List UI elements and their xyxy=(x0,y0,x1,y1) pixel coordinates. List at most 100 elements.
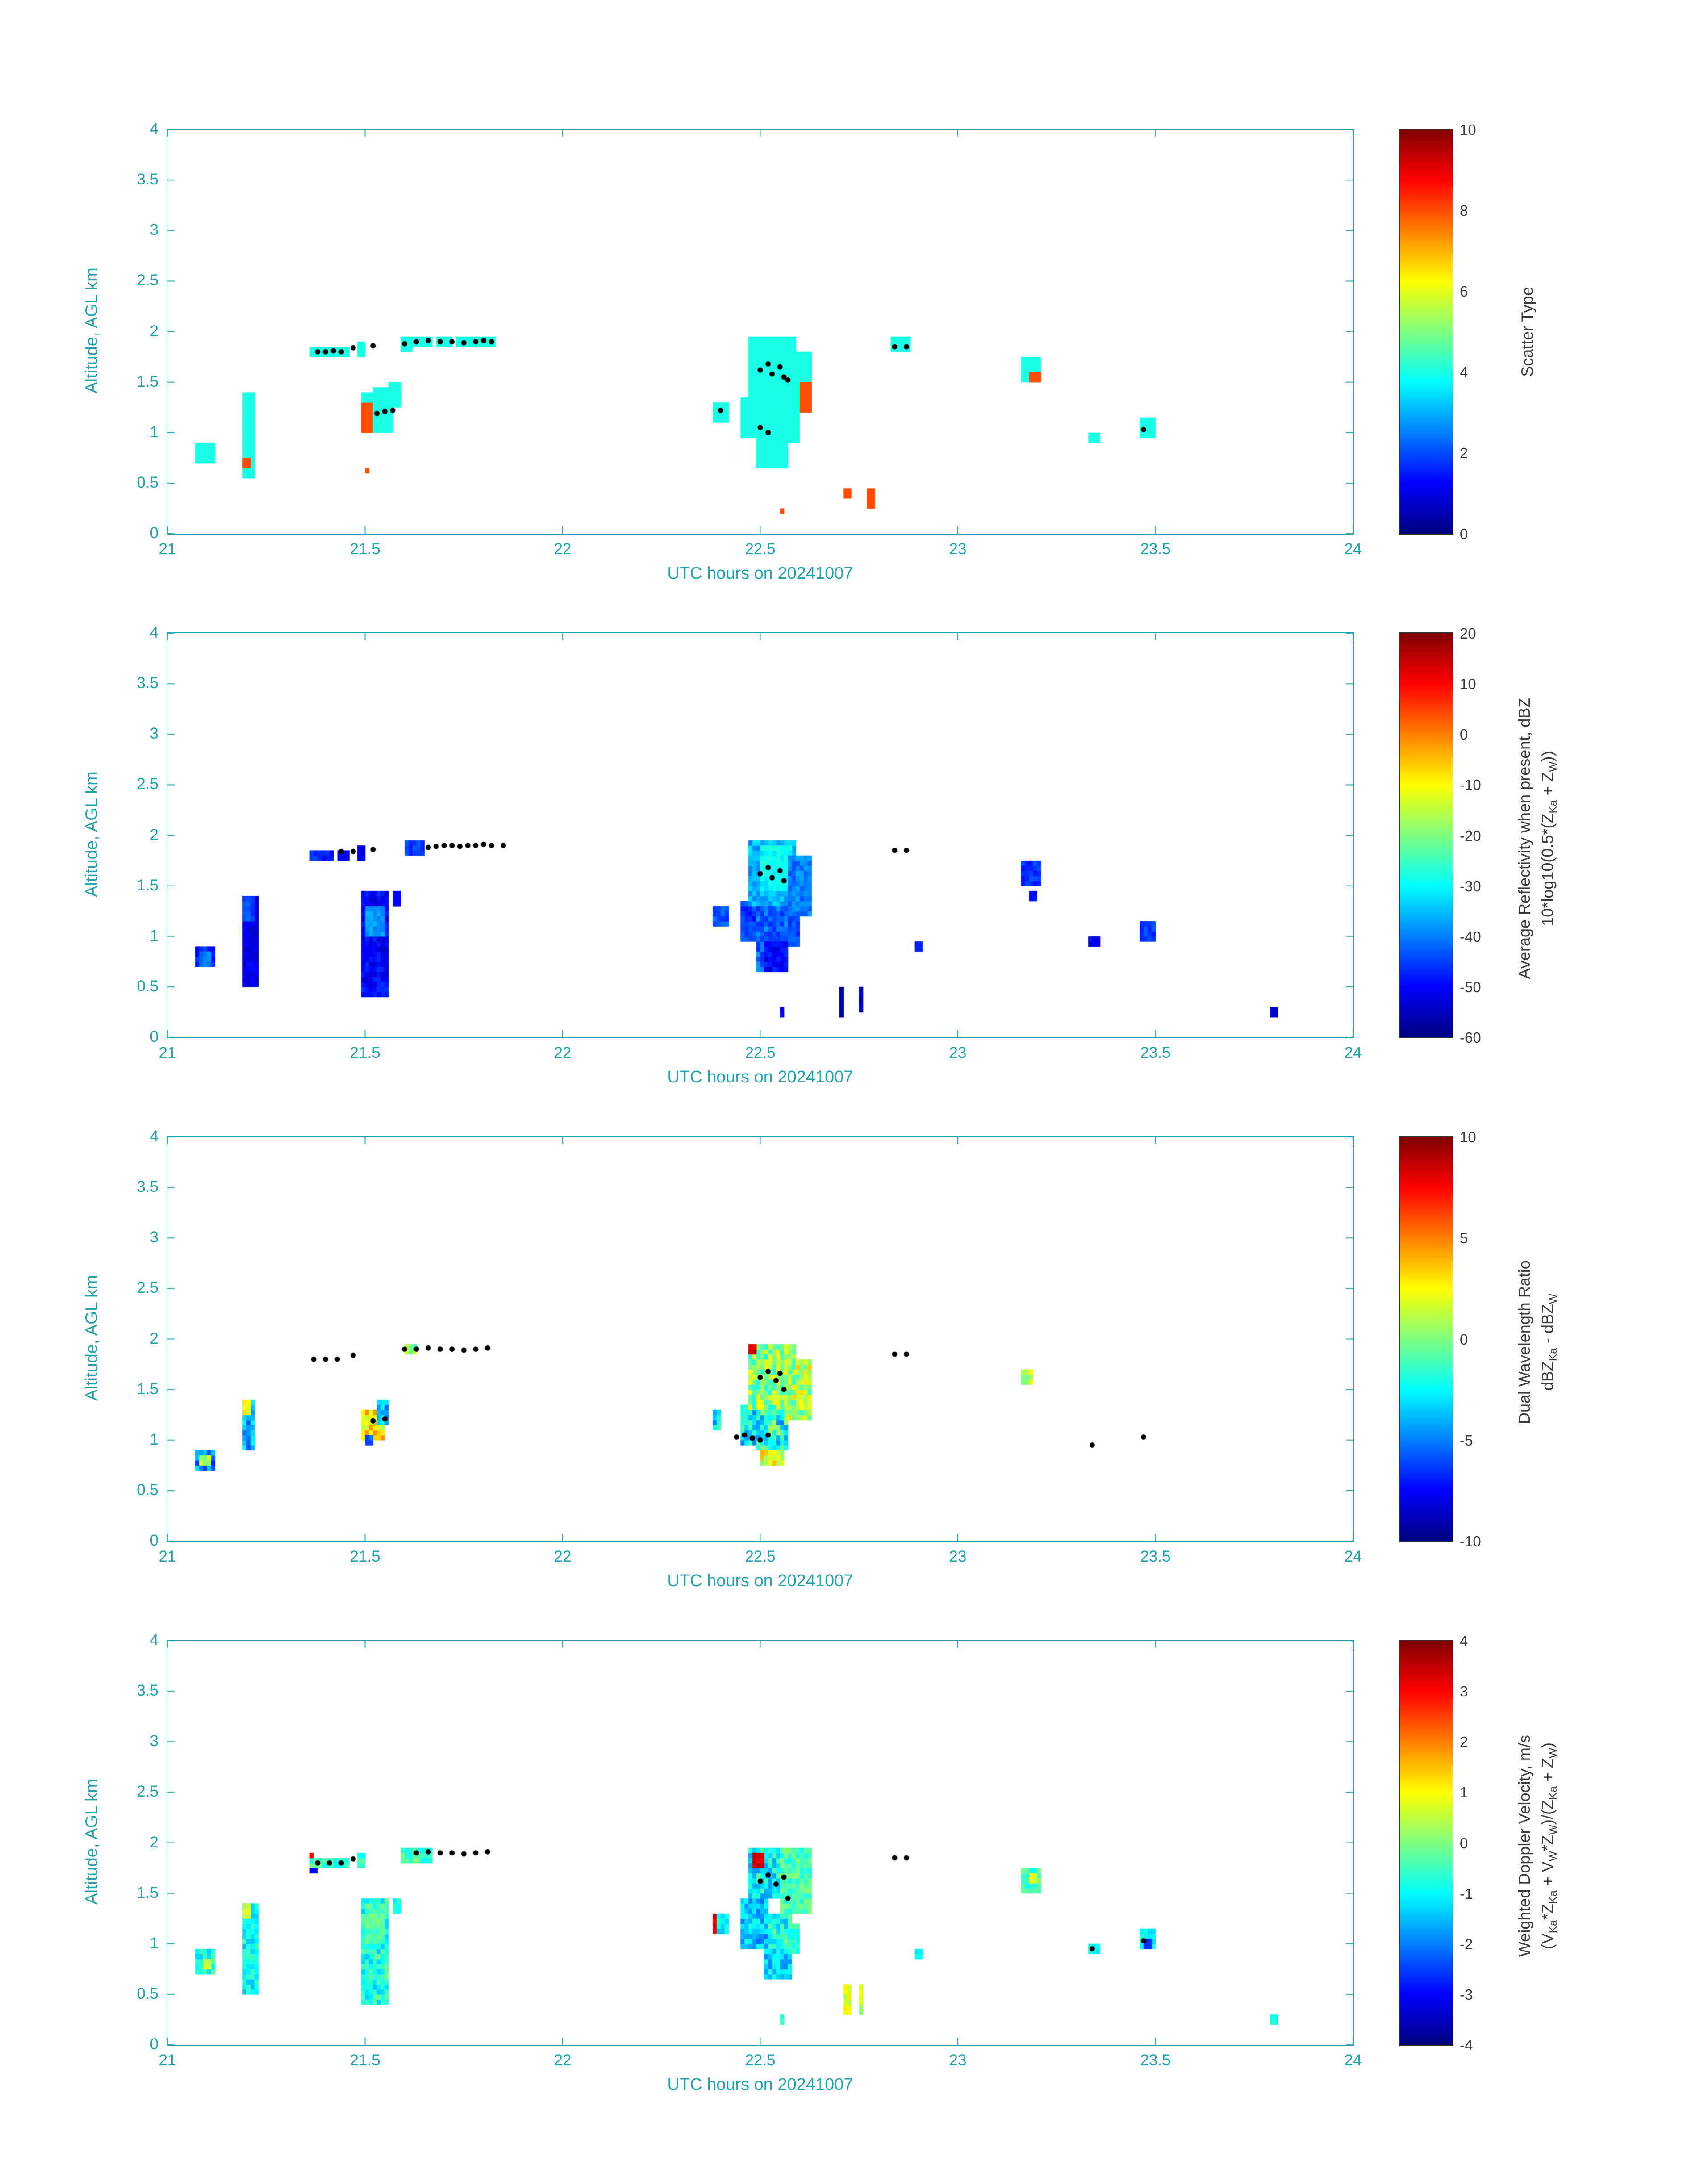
colorbar-tick-label: 0 xyxy=(1460,726,1468,743)
plot-area xyxy=(167,1640,1354,2046)
y-tick-label: 0.5 xyxy=(137,977,159,995)
colorbar-tick-label: 1 xyxy=(1460,1784,1468,1801)
x-tick-label: 23 xyxy=(949,1548,967,1565)
y-tick-label: 3 xyxy=(150,1228,159,1246)
y-tick-label: 0.5 xyxy=(137,1985,159,2002)
plot-area xyxy=(167,1136,1354,1542)
y-tick-label: 1 xyxy=(150,1934,159,1952)
colorbar-title-line: Weighted Doppler Velocity, m/s xyxy=(1515,1734,1533,1957)
colorbar-title: Scatter Type xyxy=(1516,130,1539,534)
y-tick-label: 3.5 xyxy=(137,674,159,692)
x-axis-label: UTC hours on 20241007 xyxy=(667,1068,853,1086)
heatmap-canvas xyxy=(167,130,1353,534)
x-tick-label: 23.5 xyxy=(1140,540,1171,558)
x-tick-label: 23.5 xyxy=(1140,1044,1171,1061)
x-tick-label: 23 xyxy=(949,1044,967,1061)
heatmap-canvas xyxy=(167,1137,1353,1541)
x-tick-label: 22 xyxy=(554,540,572,558)
colorbar-gradient xyxy=(1400,1641,1453,2045)
y-tick-label: 3 xyxy=(150,725,159,743)
y-tick-label: 0 xyxy=(150,524,159,542)
y-tick-label: 2 xyxy=(150,1329,159,1347)
x-tick-label: 22.5 xyxy=(745,1548,776,1565)
x-tick-label: 24 xyxy=(1344,2052,1362,2069)
colorbar-tick-label: -2 xyxy=(1460,1935,1473,1952)
colorbar-tick-label: 10 xyxy=(1460,1129,1476,1145)
y-tick-label: 2.5 xyxy=(137,775,159,793)
x-tick-label: 22.5 xyxy=(745,2052,776,2069)
plot-area xyxy=(167,129,1354,535)
x-tick-label: 23.5 xyxy=(1140,2052,1171,2069)
x-tick-label: 21.5 xyxy=(350,1044,380,1061)
colorbar-tick-label: 0 xyxy=(1460,1834,1468,1851)
x-tick-label: 23 xyxy=(949,540,967,558)
x-axis-label: UTC hours on 20241007 xyxy=(667,564,853,583)
x-tick-label: 22 xyxy=(554,2052,572,2069)
y-tick-label: 1.5 xyxy=(137,1380,159,1398)
x-tick-label: 22 xyxy=(554,1548,572,1565)
y-tick-label: 4 xyxy=(150,624,159,641)
x-tick-label: 23.5 xyxy=(1140,1548,1171,1565)
y-tick-label: 1.5 xyxy=(137,1884,159,1901)
y-tick-label: 0 xyxy=(150,1028,159,1045)
colorbar-tick-label: 0 xyxy=(1460,1331,1468,1348)
colorbar-tick-label: 5 xyxy=(1460,1230,1468,1247)
y-tick-label: 4 xyxy=(150,1128,159,1145)
y-tick-label: 3.5 xyxy=(137,1682,159,1700)
x-axis-label: UTC hours on 20241007 xyxy=(667,2075,853,2094)
colorbar xyxy=(1399,1136,1453,1542)
x-tick-label: 21 xyxy=(159,540,176,558)
colorbar-gradient xyxy=(1400,633,1453,1037)
colorbar-title-line: dBZKa - dBZW xyxy=(1538,1293,1559,1391)
colorbar-title-line: Dual Wavelength Ratio xyxy=(1515,1260,1533,1424)
y-tick-label: 1.5 xyxy=(137,372,159,390)
colorbar-tick-label: 10 xyxy=(1460,676,1476,693)
colorbar-title-line: Scatter Type xyxy=(1518,286,1536,377)
colorbar-title-line: Average Reflectivity when present, dBZ xyxy=(1515,698,1533,979)
y-tick-label: 3.5 xyxy=(137,171,159,188)
heatmap-canvas xyxy=(167,633,1353,1037)
y-tick-label: 0 xyxy=(150,1532,159,1549)
colorbar-tick-label: 2 xyxy=(1460,445,1468,461)
x-tick-label: 21.5 xyxy=(350,1548,380,1565)
colorbar-gradient xyxy=(1400,130,1453,534)
x-tick-label: 21 xyxy=(159,2052,176,2069)
y-tick-label: 0.5 xyxy=(137,1481,159,1499)
y-tick-label: 2.5 xyxy=(137,272,159,289)
colorbar-tick-label: -10 xyxy=(1460,777,1481,794)
y-tick-label: 3 xyxy=(150,221,159,239)
colorbar-tick-label: -20 xyxy=(1460,827,1481,844)
x-tick-label: 21.5 xyxy=(350,540,380,558)
colorbar-title: Average Reflectivity when present, dBZ 10… xyxy=(1512,636,1565,1040)
colorbar xyxy=(1399,1640,1453,2046)
x-tick-label: 21 xyxy=(159,1548,176,1565)
x-tick-label: 24 xyxy=(1344,1044,1362,1061)
y-tick-label: 2 xyxy=(150,1833,159,1851)
colorbar-tick-label: 4 xyxy=(1460,364,1468,380)
y-tick-label: 4 xyxy=(150,1631,159,1649)
x-tick-label: 21.5 xyxy=(350,2052,380,2069)
y-tick-label: 1.5 xyxy=(137,876,159,894)
x-axis-label: UTC hours on 20241007 xyxy=(667,1571,853,1590)
colorbar-tick-label: 4 xyxy=(1460,1633,1468,1649)
y-tick-label: 1 xyxy=(150,1430,159,1448)
y-tick-label: 4 xyxy=(150,120,159,138)
colorbar-title: Weighted Doppler Velocity, m/s (VKa*ZKa +… xyxy=(1512,1644,1565,2048)
colorbar-tick-label: -1 xyxy=(1460,1885,1473,1902)
colorbar xyxy=(1399,129,1453,535)
x-tick-label: 21 xyxy=(159,1044,176,1061)
colorbar-tick-label: 10 xyxy=(1460,121,1476,138)
colorbar-tick-label: -4 xyxy=(1460,2037,1473,2053)
colorbar-tick-label: 2 xyxy=(1460,1734,1468,1751)
x-tick-label: 24 xyxy=(1344,1548,1362,1565)
colorbar xyxy=(1399,632,1453,1038)
x-tick-label: 23 xyxy=(949,2052,967,2069)
x-tick-label: 24 xyxy=(1344,540,1362,558)
x-tick-label: 22.5 xyxy=(745,540,776,558)
colorbar-tick-label: 20 xyxy=(1460,625,1476,642)
colorbar-tick-label: -30 xyxy=(1460,877,1481,894)
colorbar-title-line: (VKa*ZKa + VW*ZW)/(ZKa + ZW) xyxy=(1538,1742,1559,1949)
y-tick-label: 3.5 xyxy=(137,1178,159,1196)
colorbar-gradient xyxy=(1400,1137,1453,1541)
